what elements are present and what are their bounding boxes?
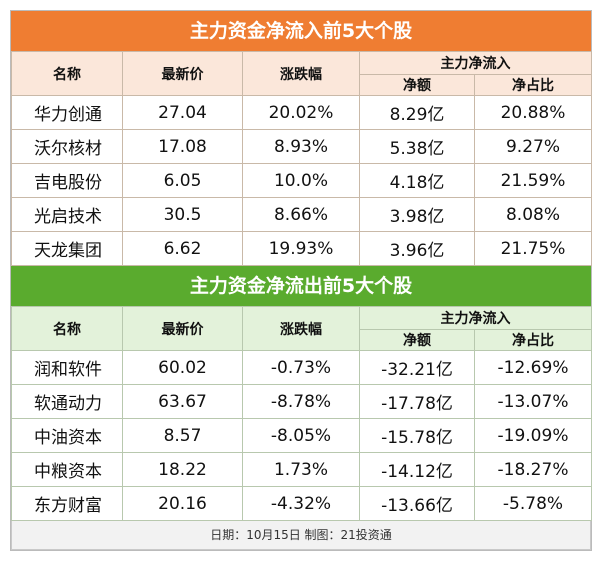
stock-net-amount: -13.66亿 bbox=[359, 486, 475, 521]
header-main-net-inflow: 主力净流入 bbox=[359, 51, 592, 75]
inflow-title: 主力资金净流入前5大个股 bbox=[11, 11, 591, 51]
header-net-amount: 净额 bbox=[359, 329, 475, 351]
stock-price: 63.67 bbox=[122, 384, 243, 419]
header-main-net-inflow: 主力净流入 bbox=[359, 306, 592, 330]
stock-price: 8.57 bbox=[122, 418, 243, 453]
stock-net-ratio: -19.09% bbox=[474, 418, 592, 453]
header-change: 涨跌幅 bbox=[242, 51, 360, 96]
table-row: 润和软件 60.02 -0.73% -32.21亿 -12.69% bbox=[11, 350, 592, 385]
header-price: 最新价 bbox=[122, 306, 243, 351]
table-row: 光启技术 30.5 8.66% 3.98亿 8.08% bbox=[11, 197, 592, 232]
stock-net-ratio: 9.27% bbox=[474, 129, 592, 164]
stock-net-amount: -15.78亿 bbox=[359, 418, 475, 453]
stock-price: 20.16 bbox=[122, 486, 243, 521]
stock-net-ratio: -5.78% bbox=[474, 486, 592, 521]
stock-net-ratio: 20.88% bbox=[474, 95, 592, 130]
stock-net-amount: -32.21亿 bbox=[359, 350, 475, 385]
header-name: 名称 bbox=[11, 51, 123, 96]
header-net-amount: 净额 bbox=[359, 74, 475, 96]
stock-price: 27.04 bbox=[122, 95, 243, 130]
outflow-title: 主力资金净流出前5大个股 bbox=[11, 266, 591, 306]
stock-name: 华力创通 bbox=[11, 95, 123, 130]
stock-net-amount: 8.29亿 bbox=[359, 95, 475, 130]
stock-price: 30.5 bbox=[122, 197, 243, 232]
stock-net-amount: 4.18亿 bbox=[359, 163, 475, 198]
table-row: 天龙集团 6.62 19.93% 3.96亿 21.75% bbox=[11, 231, 592, 266]
table-row: 东方财富 20.16 -4.32% -13.66亿 -5.78% bbox=[11, 486, 592, 521]
stock-change: 1.73% bbox=[242, 452, 360, 487]
stock-name: 光启技术 bbox=[11, 197, 123, 232]
stock-name: 吉电股份 bbox=[11, 163, 123, 198]
footer-caption: 日期：10月15日 制图：21投资通 bbox=[11, 521, 591, 550]
stock-name: 中油资本 bbox=[11, 418, 123, 453]
stock-change: 19.93% bbox=[242, 231, 360, 266]
stock-name: 润和软件 bbox=[11, 350, 123, 385]
stock-net-amount: -17.78亿 bbox=[359, 384, 475, 419]
table-row: 中油资本 8.57 -8.05% -15.78亿 -19.09% bbox=[11, 418, 592, 453]
stock-price: 60.02 bbox=[122, 350, 243, 385]
stock-net-ratio: -13.07% bbox=[474, 384, 592, 419]
outflow-table: 名称 最新价 涨跌幅 主力净流入 净额 净占比 润和软件 60.02 -0.73… bbox=[11, 306, 592, 521]
stock-price: 6.62 bbox=[122, 231, 243, 266]
stock-change: 8.66% bbox=[242, 197, 360, 232]
stock-name: 天龙集团 bbox=[11, 231, 123, 266]
stock-price: 6.05 bbox=[122, 163, 243, 198]
stock-change: -4.32% bbox=[242, 486, 360, 521]
stock-change: -8.78% bbox=[242, 384, 360, 419]
stock-net-ratio: 8.08% bbox=[474, 197, 592, 232]
table-row: 华力创通 27.04 20.02% 8.29亿 20.88% bbox=[11, 95, 592, 130]
table-row: 软通动力 63.67 -8.78% -17.78亿 -13.07% bbox=[11, 384, 592, 419]
stock-name: 沃尔核材 bbox=[11, 129, 123, 164]
stock-price: 17.08 bbox=[122, 129, 243, 164]
stock-net-ratio: -18.27% bbox=[474, 452, 592, 487]
stock-name: 东方财富 bbox=[11, 486, 123, 521]
header-name: 名称 bbox=[11, 306, 123, 351]
stock-name: 中粮资本 bbox=[11, 452, 123, 487]
stock-net-ratio: 21.75% bbox=[474, 231, 592, 266]
stock-net-amount: -14.12亿 bbox=[359, 452, 475, 487]
stock-change: -0.73% bbox=[242, 350, 360, 385]
stock-net-amount: 3.98亿 bbox=[359, 197, 475, 232]
stock-net-ratio: -12.69% bbox=[474, 350, 592, 385]
header-change: 涨跌幅 bbox=[242, 306, 360, 351]
inflow-table: 名称 最新价 涨跌幅 主力净流入 净额 净占比 华力创通 27.04 20.02… bbox=[11, 51, 592, 266]
table-row: 沃尔核材 17.08 8.93% 5.38亿 9.27% bbox=[11, 129, 592, 164]
stock-net-ratio: 21.59% bbox=[474, 163, 592, 198]
header-net-ratio: 净占比 bbox=[474, 74, 592, 96]
table-row: 吉电股份 6.05 10.0% 4.18亿 21.59% bbox=[11, 163, 592, 198]
stock-name: 软通动力 bbox=[11, 384, 123, 419]
table-row: 中粮资本 18.22 1.73% -14.12亿 -18.27% bbox=[11, 452, 592, 487]
header-price: 最新价 bbox=[122, 51, 243, 96]
stock-change: 20.02% bbox=[242, 95, 360, 130]
stock-price: 18.22 bbox=[122, 452, 243, 487]
stock-net-amount: 5.38亿 bbox=[359, 129, 475, 164]
stock-change: -8.05% bbox=[242, 418, 360, 453]
header-net-ratio: 净占比 bbox=[474, 329, 592, 351]
stock-change: 8.93% bbox=[242, 129, 360, 164]
stock-change: 10.0% bbox=[242, 163, 360, 198]
stock-net-amount: 3.96亿 bbox=[359, 231, 475, 266]
stock-capital-flow-card: 主力资金净流入前5大个股 名称 最新价 涨跌幅 主力净流入 净额 净占比 华力创… bbox=[10, 10, 592, 551]
